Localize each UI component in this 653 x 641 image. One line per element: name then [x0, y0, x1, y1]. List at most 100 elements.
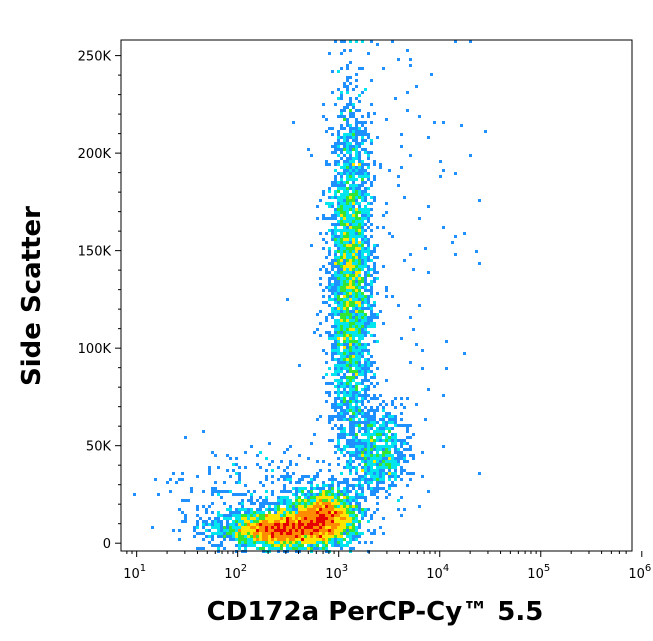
data-point: [355, 211, 358, 214]
data-point: [358, 187, 361, 190]
data-point: [367, 370, 370, 373]
data-point: [322, 511, 325, 514]
data-point: [346, 523, 349, 526]
data-point: [325, 400, 328, 403]
data-point: [295, 463, 298, 466]
data-point: [343, 529, 346, 532]
data-point: [322, 460, 325, 463]
data-point: [307, 514, 310, 517]
data-point: [343, 283, 346, 286]
data-point: [313, 487, 316, 490]
data-point: [193, 535, 196, 538]
data-point: [334, 274, 337, 277]
data-point: [400, 469, 403, 472]
data-point: [241, 538, 244, 541]
data-point: [358, 169, 361, 172]
data-point: [391, 235, 394, 238]
data-point: [220, 490, 223, 493]
data-point: [328, 367, 331, 370]
data-point: [232, 523, 235, 526]
data-point: [337, 319, 340, 322]
data-point: [355, 313, 358, 316]
data-point: [238, 478, 241, 481]
data-point: [322, 517, 325, 520]
data-point: [211, 490, 214, 493]
data-point: [346, 139, 349, 142]
data-point: [250, 520, 253, 523]
data-point: [304, 511, 307, 514]
data-point: [283, 526, 286, 529]
data-point: [340, 256, 343, 259]
data-point: [313, 502, 316, 505]
data-point: [367, 319, 370, 322]
data-point: [343, 217, 346, 220]
data-point: [370, 259, 373, 262]
data-point: [364, 421, 367, 424]
data-point: [385, 379, 388, 382]
data-point: [361, 490, 364, 493]
data-point: [280, 511, 283, 514]
data-point: [346, 367, 349, 370]
data-point: [349, 403, 352, 406]
data-point: [406, 442, 409, 445]
data-point: [337, 145, 340, 148]
data-point: [355, 376, 358, 379]
data-point: [220, 541, 223, 544]
data-point: [358, 313, 361, 316]
data-point: [343, 304, 346, 307]
data-point: [268, 502, 271, 505]
data-point: [325, 268, 328, 271]
data-point: [205, 523, 208, 526]
data-point: [373, 256, 376, 259]
data-point: [340, 241, 343, 244]
data-point: [340, 196, 343, 199]
data-point: [277, 541, 280, 544]
data-point: [328, 337, 331, 340]
data-point: [361, 184, 364, 187]
data-point: [376, 433, 379, 436]
data-point: [331, 541, 334, 544]
data-point: [256, 541, 259, 544]
data-point: [316, 511, 319, 514]
data-point: [238, 475, 241, 478]
data-point: [343, 430, 346, 433]
data-point: [247, 544, 250, 547]
data-point: [250, 514, 253, 517]
data-point: [343, 289, 346, 292]
data-point: [409, 316, 412, 319]
data-point: [283, 484, 286, 487]
data-point: [382, 448, 385, 451]
data-point: [334, 277, 337, 280]
data-point: [286, 505, 289, 508]
data-point: [364, 193, 367, 196]
data-point: [355, 394, 358, 397]
data-point: [196, 526, 199, 529]
data-point: [355, 145, 358, 148]
data-point: [316, 547, 319, 550]
data-point: [367, 454, 370, 457]
data-point: [391, 418, 394, 421]
data-point: [244, 466, 247, 469]
data-point: [349, 265, 352, 268]
data-point: [343, 85, 346, 88]
data-point: [334, 511, 337, 514]
data-point: [415, 343, 418, 346]
data-point: [259, 496, 262, 499]
data-point: [352, 451, 355, 454]
data-point: [370, 196, 373, 199]
data-point: [319, 277, 322, 280]
data-point: [358, 109, 361, 112]
data-point: [358, 484, 361, 487]
data-point: [334, 373, 337, 376]
data-point: [355, 274, 358, 277]
data-point: [340, 298, 343, 301]
data-point: [373, 394, 376, 397]
data-point: [355, 478, 358, 481]
data-point: [349, 352, 352, 355]
data-point: [346, 64, 349, 67]
data-point: [370, 121, 373, 124]
data-point: [367, 274, 370, 277]
data-point: [394, 406, 397, 409]
data-point: [337, 517, 340, 520]
data-point: [352, 337, 355, 340]
